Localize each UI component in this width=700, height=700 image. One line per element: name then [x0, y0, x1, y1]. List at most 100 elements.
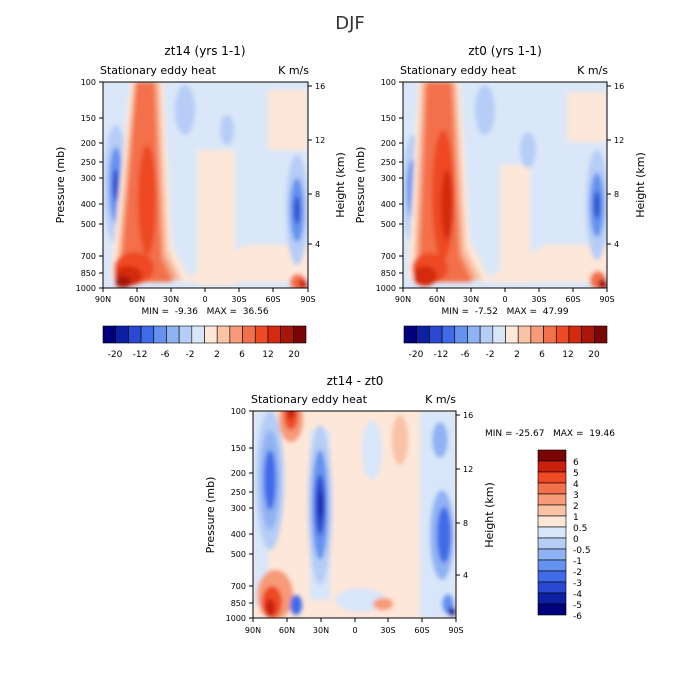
colorbar-label: 0.5 — [573, 524, 587, 534]
positive-contour — [413, 266, 437, 286]
colorbar-swatch — [530, 325, 544, 344]
x-tick-marks — [252, 618, 457, 622]
negative-contour — [362, 420, 382, 480]
x-tick-label: 90S — [448, 626, 463, 635]
colorbar-labels: -20 -12 -6 -2 2 6 12 20 — [108, 350, 300, 360]
y-tick-label: 300 — [231, 504, 246, 513]
colorbar-swatch — [537, 559, 567, 572]
panel-subtitle-right: K m/s — [425, 393, 456, 406]
panel-subtitle-left: Stationary eddy heat — [400, 64, 517, 77]
colorbar-swatch — [429, 325, 443, 344]
y-tick-labels: 100 150 200 250 300 400 500 700 850 1000… — [76, 78, 326, 293]
negative-contour — [294, 196, 300, 224]
x-tick-label: 60S — [565, 295, 580, 304]
x-tick-label: 60N — [129, 295, 145, 304]
colorbar-label: 6 — [573, 458, 579, 468]
colorbar-swatch — [537, 482, 567, 495]
colorbar-swatch — [537, 526, 567, 539]
y-tick-label: 150 — [381, 114, 396, 123]
y-tick-marks — [99, 81, 312, 289]
colorbar-swatch — [416, 325, 430, 344]
y-tick-marks — [399, 81, 611, 289]
y-tick-label-right: 12 — [463, 465, 473, 474]
positive-contour — [197, 150, 235, 285]
colorbar-swatch — [537, 471, 567, 484]
min-max-label: MIN = -25.67 MAX = 19.46 — [485, 429, 615, 439]
colorbar-label: 6 — [239, 350, 245, 360]
x-tick-label: 60N — [279, 626, 295, 635]
colorbar-swatch — [267, 325, 281, 344]
colorbar — [102, 325, 307, 344]
colorbar-swatch — [280, 325, 294, 344]
colorbar-swatch — [403, 325, 417, 344]
y-tick-label: 250 — [81, 158, 96, 167]
colorbar-swatch — [537, 592, 567, 605]
colorbar-swatch — [492, 325, 506, 344]
negative-contour — [319, 491, 323, 519]
negative-contour — [220, 115, 234, 145]
colorbar-label: 0 — [573, 535, 579, 545]
colorbar — [537, 449, 567, 616]
y-tick-label: 300 — [81, 174, 96, 183]
heatmap-field — [103, 82, 308, 288]
colorbar-swatch — [454, 325, 468, 344]
panel-subtitle-right: K m/s — [278, 64, 309, 77]
y-tick-label: 500 — [381, 220, 396, 229]
colorbar-swatch — [293, 325, 307, 344]
x-tick-label: 60N — [429, 295, 445, 304]
colorbar-swatch — [537, 548, 567, 561]
colorbar-label: -6 — [573, 612, 582, 622]
x-tick-label: 60S — [414, 626, 429, 635]
colorbar-swatch — [555, 325, 570, 344]
colorbar-label: 1 — [573, 513, 579, 523]
colorbar-swatch — [242, 325, 256, 344]
y-tick-label-right: 4 — [463, 571, 468, 580]
colorbar-label: -2 — [573, 568, 582, 578]
colorbar-swatch — [254, 325, 269, 344]
panel-difference: zt14 - zt0 Stationary eddy heat K m/s — [204, 374, 615, 635]
y-tick-label-right: 8 — [463, 519, 468, 528]
y-tick-label-right: 12 — [315, 136, 325, 145]
y-axis-label-right: Height (km) — [634, 152, 647, 218]
panel-title: zt14 (yrs 1-1) — [164, 44, 245, 58]
colorbar-swatch — [543, 325, 557, 344]
x-tick-label: 90N — [395, 295, 411, 304]
x-tick-labels: 90N 60N 30N 0 30S 60S 90S — [395, 295, 615, 304]
colorbar-swatch — [204, 325, 218, 344]
positive-contour — [598, 279, 607, 288]
negative-contour — [437, 507, 451, 563]
y-tick-label: 700 — [231, 582, 246, 591]
y-axis-label: Pressure (mb) — [54, 147, 67, 224]
y-tick-label-right: 16 — [614, 82, 624, 91]
y-tick-label: 100 — [381, 78, 396, 87]
colorbar-swatch — [537, 570, 567, 583]
y-tick-label: 100 — [231, 407, 246, 416]
x-tick-label: 30N — [463, 295, 479, 304]
positive-contour — [268, 90, 308, 150]
colorbar-swatch — [537, 460, 567, 473]
x-tick-labels: 90N 60N 30N 0 30S 60S 90S — [245, 626, 464, 635]
positive-contour — [373, 598, 393, 610]
colorbar-label: -6 — [161, 350, 170, 360]
colorbar-label: -2 — [486, 350, 495, 360]
colorbar-label: -0.5 — [573, 546, 591, 556]
x-tick-label: 30S — [380, 626, 395, 635]
x-tick-marks — [402, 288, 608, 292]
negative-contour — [475, 85, 495, 135]
y-tick-marks — [249, 410, 460, 619]
y-tick-label-right: 16 — [463, 411, 473, 420]
y-tick-label: 400 — [81, 200, 96, 209]
colorbar-label: 20 — [588, 350, 600, 360]
colorbar-swatch — [537, 504, 567, 517]
y-tick-labels: 100 150 200 250 300 400 500 700 850 1000… — [376, 78, 625, 293]
negative-contour — [594, 191, 600, 219]
positive-contour — [138, 145, 156, 255]
colorbar-label: 2 — [573, 502, 579, 512]
colorbar-swatch — [479, 325, 494, 344]
y-tick-label: 150 — [81, 114, 96, 123]
x-tick-label: 60S — [265, 295, 280, 304]
negative-contour — [448, 607, 456, 617]
colorbar-label: -2 — [186, 350, 195, 360]
colorbar-swatch — [594, 325, 608, 344]
